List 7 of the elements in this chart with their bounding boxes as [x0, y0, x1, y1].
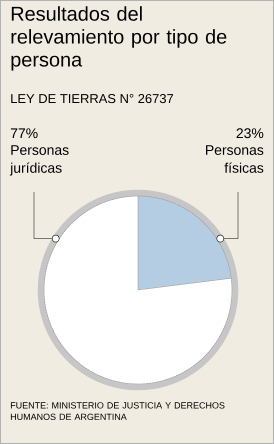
- slice-label: Personas físicas: [206, 145, 264, 173]
- data-label: 23%: [236, 128, 264, 138]
- chart-subtitle: LEY DE TIERRAS N° 26737: [11, 94, 174, 104]
- data-label: 77%: [10, 128, 38, 138]
- source-note: FUENTE: MINISTERIO DE JUSTICIA Y DERECHOS HUMANOS DE ARGENTINA: [10, 402, 225, 420]
- slice-label: Personas jurídicas: [10, 145, 69, 176]
- chart-title: Resultados del relevamiento por tipo de persona: [11, 6, 226, 71]
